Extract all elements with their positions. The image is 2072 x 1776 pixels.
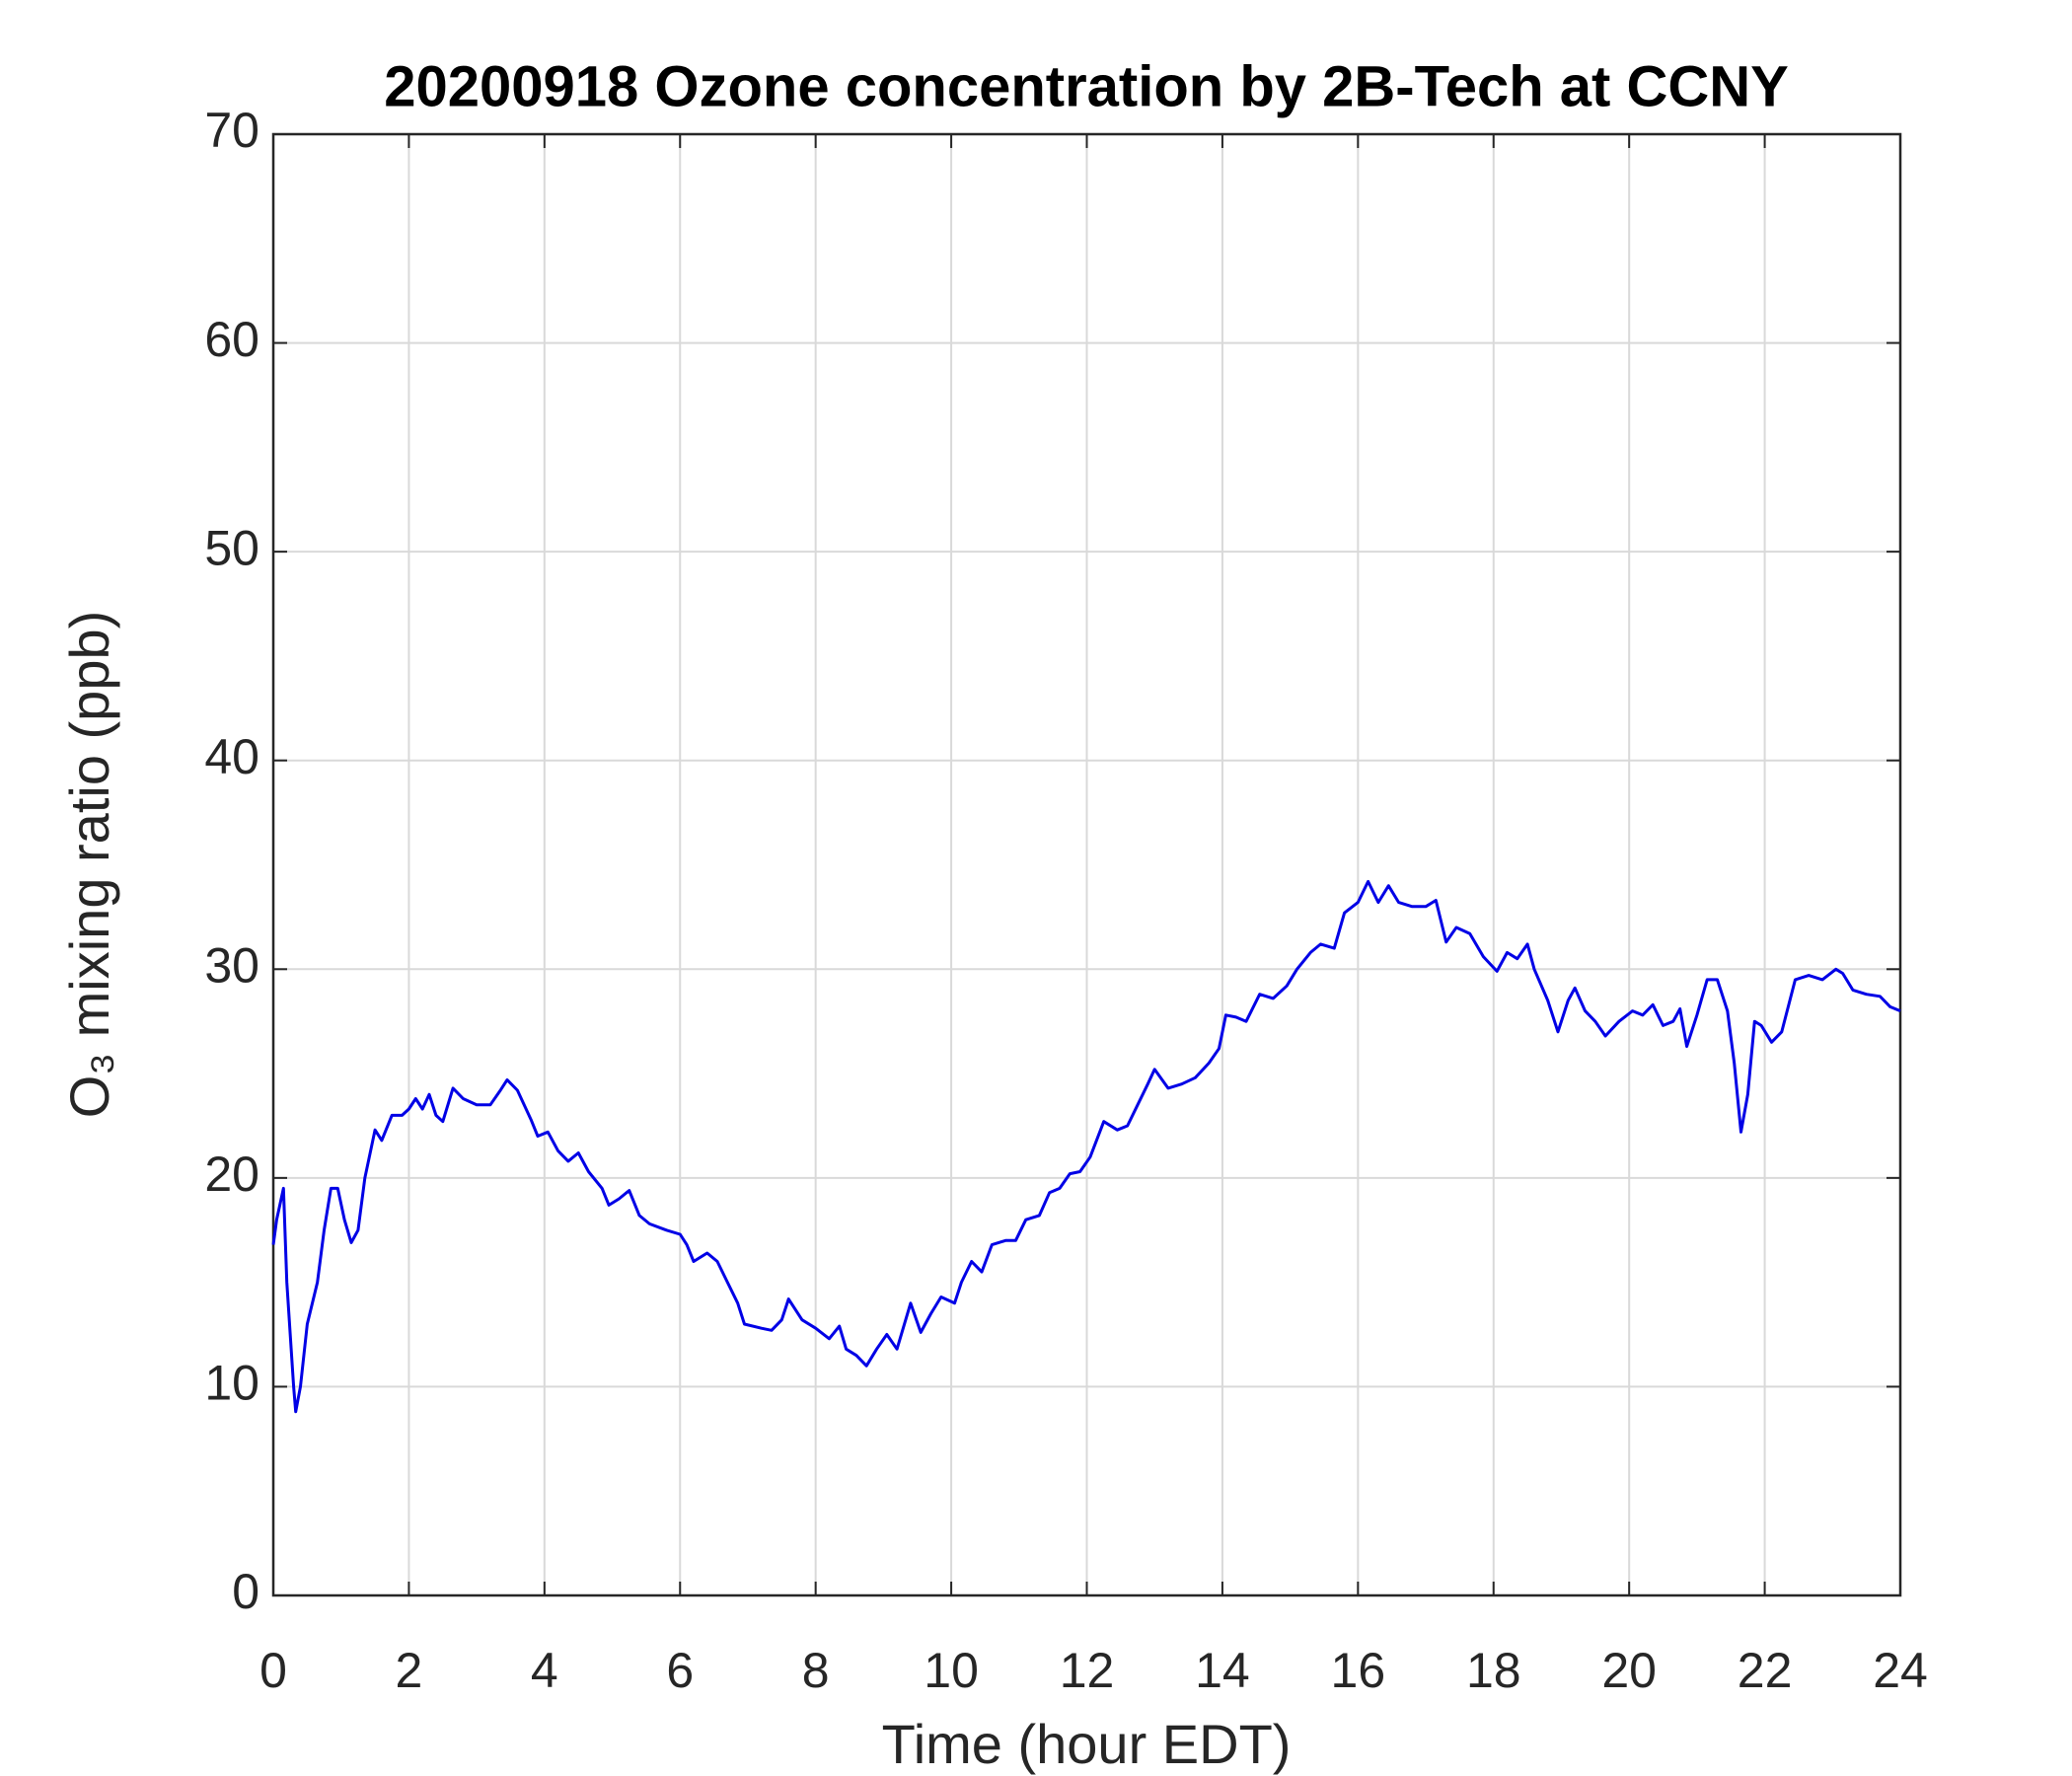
x-tick-label: 4 [531,1643,558,1698]
x-tick-label: 18 [1466,1643,1521,1698]
data-line [271,879,1901,1414]
plot-frame [271,132,1902,1597]
y-tick-label: 10 [204,1356,259,1411]
y-tick-label: 0 [232,1564,259,1619]
y-tick-label: 20 [204,1147,259,1202]
chart-title: 20200918 Ozone concentration by 2B-Tech … [384,54,1789,118]
y-tick-label: 50 [204,520,259,575]
x-axis-label: Time (hour EDT) [882,1713,1292,1775]
x-tick-label: 2 [396,1643,423,1698]
y-tick-label: 60 [204,312,259,367]
x-tick-label: 12 [1060,1643,1115,1698]
x-tick-label: 6 [666,1643,694,1698]
y-tick-label: 40 [204,729,259,784]
x-tick-label: 14 [1195,1643,1250,1698]
x-tick-label: 22 [1738,1643,1793,1698]
x-tick-label: 20 [1601,1643,1657,1698]
x-tick-label: 8 [802,1643,830,1698]
x-tick-label: 10 [924,1643,979,1698]
x-tick-label: 24 [1873,1643,1928,1698]
y-tick-label: 30 [204,937,259,993]
x-tick-label: 0 [259,1643,287,1698]
y-tick-label: 70 [204,103,259,158]
x-tick-label: 16 [1331,1643,1386,1698]
y-axis-label: O₃ mixing ratio (ppb) [58,611,120,1119]
